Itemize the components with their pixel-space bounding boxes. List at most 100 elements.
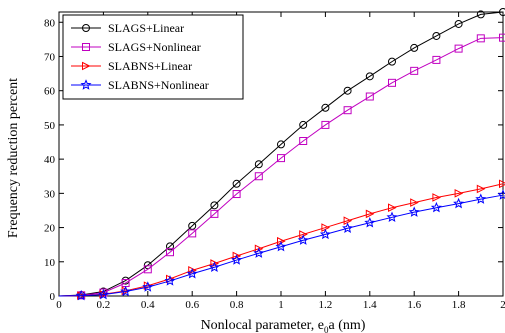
data-point-marker — [476, 184, 486, 194]
data-point-marker — [82, 43, 90, 51]
legend-label: SLAGS+Nonlinear — [108, 40, 201, 54]
data-point-marker — [321, 103, 330, 112]
data-point-marker — [166, 248, 174, 257]
axes: 0 0.2 0.4 0.6 0.8 1 1.2 1.4 1.6 1.8 20102030405060… — [44, 11, 505, 311]
data-point-marker — [75, 289, 87, 301]
data-point-marker — [232, 179, 241, 188]
legend-item: SLAGS+Nonlinear — [71, 40, 201, 54]
data-point-marker — [253, 247, 265, 258]
x-axis-label-subscript: 0 — [324, 325, 329, 333]
x-tick-label: 1.8 — [452, 299, 466, 311]
series-slabns-linear — [58, 179, 505, 300]
data-point-marker — [343, 86, 352, 95]
x-tick-label: 0 — [56, 299, 62, 311]
data-point-marker — [432, 55, 441, 64]
data-point-marker — [388, 57, 396, 66]
data-point-marker — [388, 78, 396, 87]
data-point-marker — [97, 288, 109, 300]
data-point-marker — [408, 206, 420, 217]
data-point-marker — [142, 281, 154, 292]
data-point-marker — [365, 92, 374, 101]
x-tick-label: 1.6 — [407, 299, 421, 311]
data-point-marker — [499, 8, 505, 16]
data-point-marker — [342, 222, 354, 233]
y-tick-label: 60 — [44, 86, 56, 98]
data-point-marker — [386, 211, 398, 222]
series-line — [58, 194, 504, 297]
data-point-marker — [453, 197, 465, 209]
y-tick-label: 50 — [44, 120, 56, 132]
data-point-marker — [497, 189, 505, 200]
data-point-marker — [277, 140, 285, 149]
legend-label: SLABNS+Linear — [108, 59, 192, 73]
data-point-marker — [319, 228, 331, 240]
legend-item: SLAGS+Linear — [71, 21, 184, 35]
data-point-marker — [186, 267, 198, 279]
data-point-marker — [365, 209, 375, 219]
data-point-marker — [254, 244, 264, 254]
legend-label: SLABNS+Nonlinear — [108, 78, 209, 92]
y-tick-label: 0 — [50, 291, 56, 303]
data-point-marker — [232, 251, 242, 261]
data-point-marker — [321, 120, 330, 129]
data-point-marker — [208, 261, 220, 272]
y-axis-label: Frequency reduction percent — [6, 78, 21, 238]
data-point-marker — [410, 198, 419, 207]
y-tick-label: 30 — [44, 188, 56, 200]
y-tick-label: 10 — [44, 257, 56, 269]
data-point-marker — [188, 221, 197, 230]
data-point-marker — [454, 19, 463, 28]
legend-item: SLABNS+Linear — [71, 59, 192, 73]
data-point-marker — [275, 240, 287, 252]
data-point-marker — [231, 254, 243, 265]
series-layer — [58, 8, 505, 301]
data-point-marker — [254, 160, 263, 169]
y-tick-label: 70 — [44, 51, 56, 63]
data-point-marker — [388, 203, 397, 213]
data-point-marker — [166, 242, 174, 251]
x-axis-label-suffix: a (nm) — [329, 318, 366, 333]
data-point-marker — [82, 61, 91, 71]
data-point-marker — [164, 275, 176, 286]
data-point-marker — [82, 24, 90, 32]
data-point-marker — [297, 234, 309, 245]
data-point-marker — [432, 31, 441, 40]
x-tick-label: 0.2 — [97, 299, 111, 311]
data-point-marker — [410, 66, 419, 75]
data-point-marker — [476, 34, 485, 43]
y-tick-label: 80 — [44, 17, 56, 29]
data-point-marker — [454, 189, 464, 198]
series-line — [58, 37, 504, 297]
data-point-marker — [454, 44, 463, 53]
data-point-marker — [232, 190, 241, 199]
data-point-marker — [364, 216, 376, 228]
x-axis-label-main: Nonlocal parameter, e — [201, 318, 324, 333]
x-tick-label: 0.4 — [141, 299, 155, 311]
legend: SLAGS+Linear SLAGS+Nonlinear SLABNS+Linear… — [62, 14, 244, 100]
data-point-marker — [365, 72, 374, 81]
data-point-marker — [143, 265, 152, 274]
y-tick-label: 40 — [44, 154, 56, 166]
data-point-marker — [277, 154, 285, 163]
data-point-marker — [254, 172, 263, 181]
legend-item: SLABNS+Nonlinear — [71, 78, 209, 92]
legend-label: SLAGS+Linear — [108, 21, 184, 35]
x-tick-label: 1.4 — [363, 299, 377, 311]
data-point-marker — [430, 201, 442, 213]
x-tick-label: 1 — [278, 299, 284, 311]
data-point-marker — [299, 136, 308, 145]
data-point-marker — [210, 209, 219, 218]
data-point-marker — [120, 285, 132, 297]
data-point-marker — [476, 10, 485, 19]
x-tick-label: 1.2 — [319, 299, 333, 311]
x-tick-label: 0.6 — [185, 299, 199, 311]
data-point-marker — [343, 106, 352, 115]
x-axis-label: Nonlocal parameter, e0a (nm) — [201, 318, 366, 333]
x-tick-label: 0.8 — [230, 299, 244, 311]
data-point-marker — [410, 43, 419, 52]
data-point-marker — [475, 193, 487, 204]
data-point-marker — [80, 79, 92, 90]
data-point-marker — [210, 201, 219, 210]
series-slabns-nonlinear — [58, 189, 505, 301]
